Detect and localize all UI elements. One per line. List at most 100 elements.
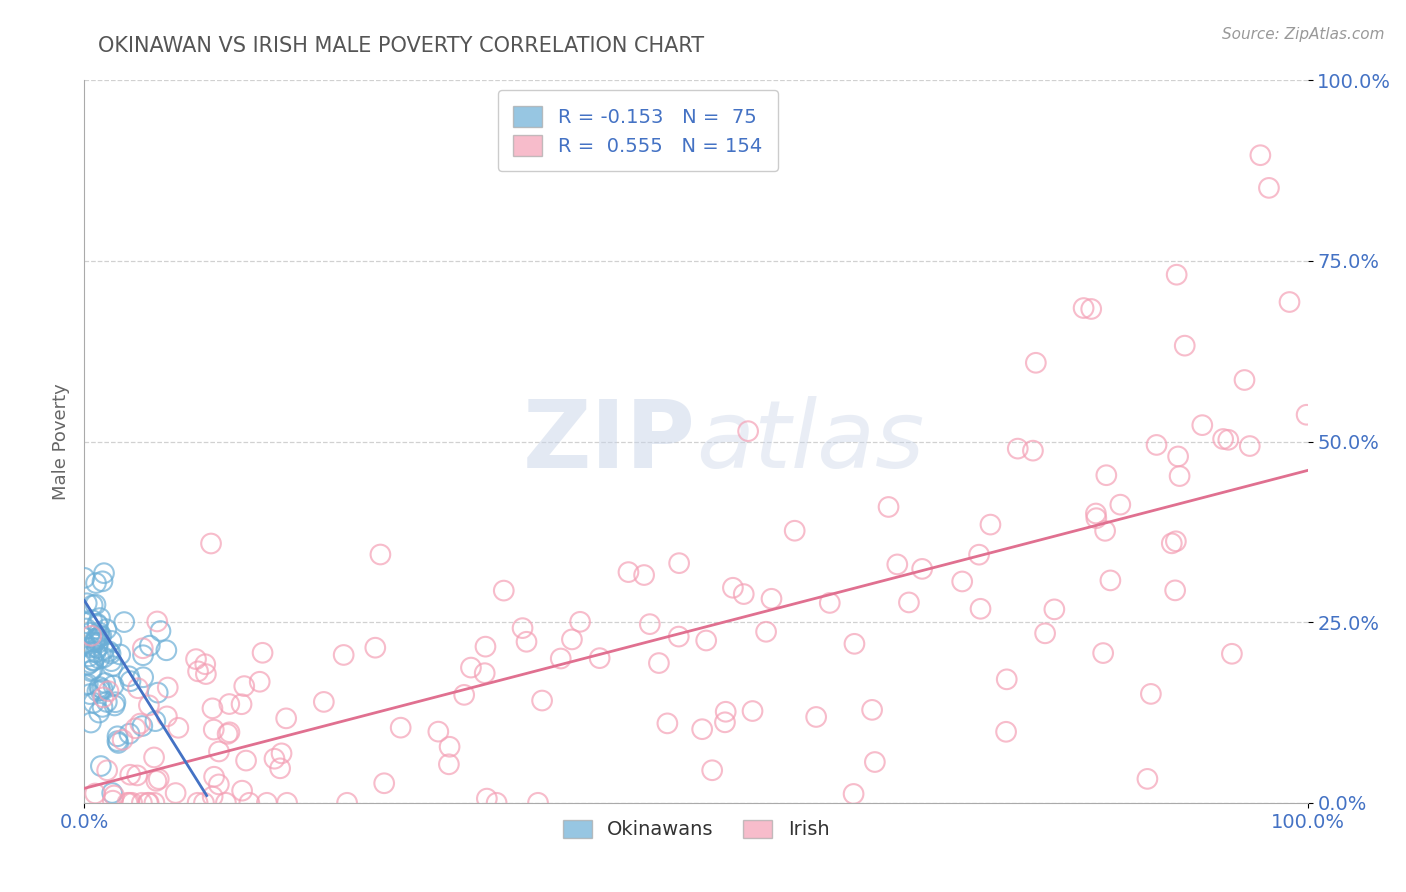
Point <box>249 674 271 689</box>
Point <box>143 796 166 810</box>
Point <box>156 709 179 723</box>
Point <box>233 679 256 693</box>
Point <box>75 622 97 636</box>
Point <box>475 791 498 805</box>
Point <box>1295 408 1317 422</box>
Point <box>1146 438 1168 452</box>
Point <box>121 796 143 810</box>
Point <box>218 725 240 739</box>
Point <box>73 571 96 585</box>
Point <box>950 574 973 589</box>
Point <box>167 721 190 735</box>
Point <box>84 632 107 646</box>
Point <box>139 639 162 653</box>
Point <box>101 786 124 800</box>
Point <box>89 680 111 694</box>
Point <box>73 636 96 650</box>
Point <box>132 648 155 663</box>
Point <box>104 695 127 709</box>
Point <box>1033 626 1056 640</box>
Point <box>638 617 661 632</box>
Point <box>79 687 101 701</box>
Point <box>877 500 900 514</box>
Point <box>733 587 755 601</box>
Point <box>1099 574 1122 588</box>
Point <box>844 637 866 651</box>
Point <box>80 664 103 678</box>
Point <box>969 602 991 616</box>
Point <box>231 783 253 797</box>
Point <box>103 678 125 692</box>
Point <box>112 615 135 629</box>
Point <box>84 635 107 649</box>
Point <box>131 719 153 733</box>
Point <box>87 625 110 640</box>
Point <box>588 651 610 665</box>
Point <box>89 629 111 643</box>
Point <box>515 634 537 648</box>
Point <box>129 716 152 731</box>
Point <box>531 693 554 707</box>
Point <box>1084 507 1107 521</box>
Point <box>690 722 713 736</box>
Point <box>96 622 118 636</box>
Point <box>269 761 291 775</box>
Point <box>1258 181 1281 195</box>
Point <box>148 772 170 786</box>
Point <box>1140 687 1163 701</box>
Point <box>1233 373 1256 387</box>
Point <box>842 787 865 801</box>
Point <box>90 629 112 643</box>
Point <box>741 704 763 718</box>
Point <box>98 644 121 658</box>
Point <box>256 796 278 810</box>
Point <box>120 768 142 782</box>
Point <box>89 611 111 625</box>
Legend: Okinawans, Irish: Okinawans, Irish <box>555 813 837 847</box>
Point <box>312 695 335 709</box>
Point <box>108 648 131 662</box>
Point <box>194 667 217 681</box>
Point <box>1249 148 1271 162</box>
Point <box>527 796 550 810</box>
Point <box>617 565 640 579</box>
Point <box>84 633 107 648</box>
Point <box>120 674 142 689</box>
Point <box>111 732 134 747</box>
Point <box>77 649 100 664</box>
Point <box>1212 432 1234 446</box>
Point <box>138 796 160 810</box>
Point <box>80 613 103 627</box>
Point <box>270 747 292 761</box>
Point <box>83 696 105 710</box>
Point <box>187 665 209 679</box>
Point <box>146 685 169 699</box>
Point <box>238 796 260 810</box>
Point <box>202 723 225 737</box>
Point <box>1167 450 1189 464</box>
Point <box>208 744 231 758</box>
Point <box>79 625 101 640</box>
Point <box>97 684 120 698</box>
Point <box>86 684 108 698</box>
Point <box>453 688 475 702</box>
Point <box>235 754 257 768</box>
Point <box>84 787 107 801</box>
Point <box>103 789 125 803</box>
Point <box>82 663 104 677</box>
Point <box>201 701 224 715</box>
Point <box>143 714 166 728</box>
Point <box>332 648 354 662</box>
Point <box>967 548 990 562</box>
Point <box>231 697 253 711</box>
Point <box>1092 646 1115 660</box>
Point <box>897 595 920 609</box>
Point <box>184 652 207 666</box>
Point <box>82 654 104 668</box>
Point <box>138 698 160 713</box>
Point <box>132 641 155 656</box>
Point <box>165 786 187 800</box>
Point <box>1220 647 1243 661</box>
Point <box>1043 602 1066 616</box>
Point <box>1080 301 1102 316</box>
